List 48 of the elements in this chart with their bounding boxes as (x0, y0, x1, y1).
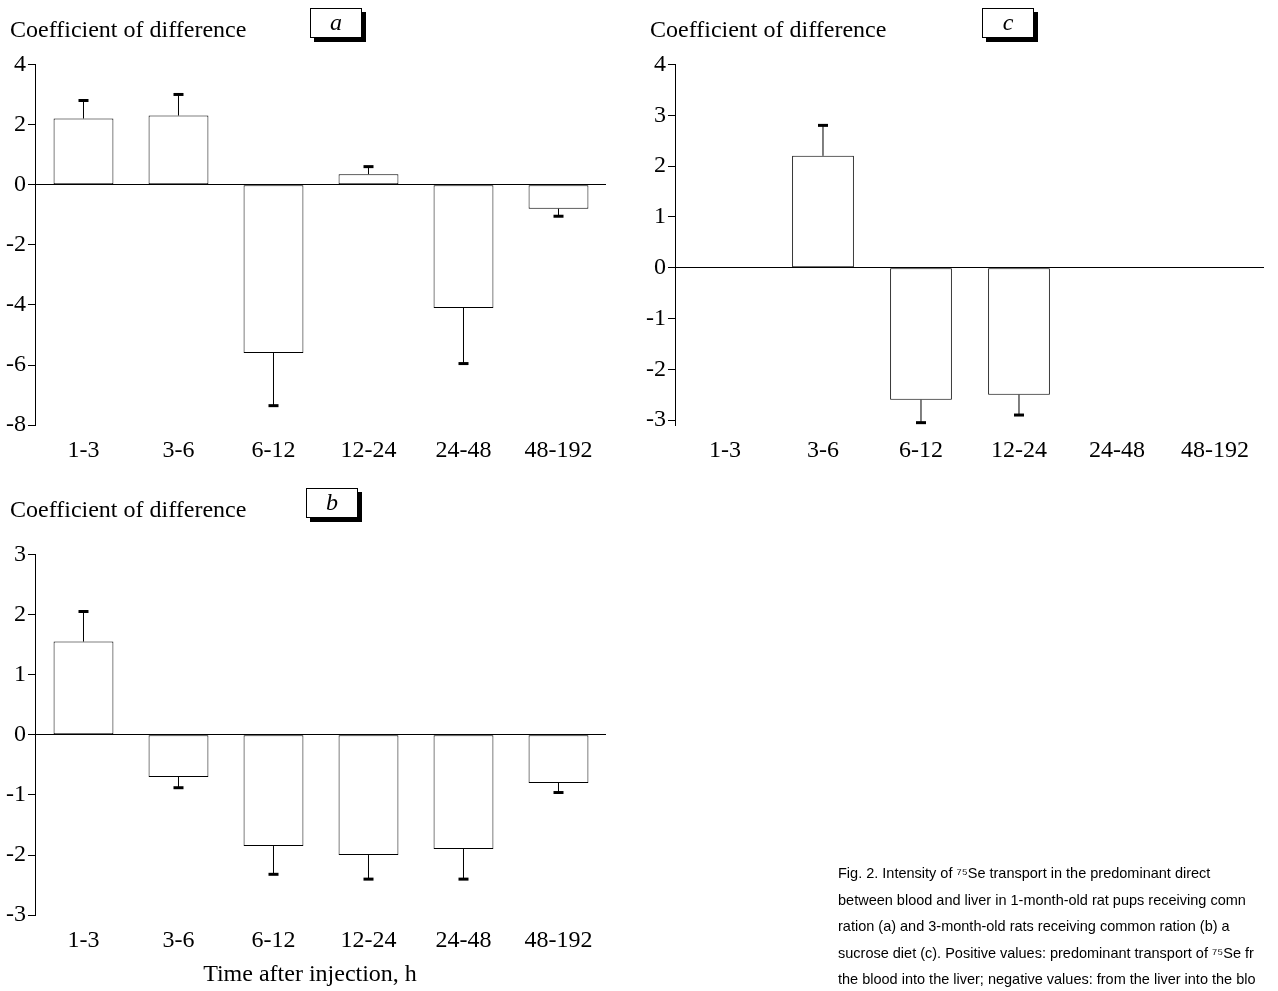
x-tick-label: 6-12 (899, 435, 943, 462)
y-tick-label: 2 (653, 151, 666, 178)
y-tick-label: -2 (645, 354, 666, 381)
y-axis-title: Coefficient of difference (10, 496, 247, 523)
y-tick-label: -3 (645, 405, 666, 432)
x-tick-label: 24-48 (1089, 435, 1145, 462)
x-tick-label: 1-3 (708, 435, 741, 462)
x-tick-label: 12-24 (991, 435, 1047, 462)
y-tick-label: 1 (653, 202, 666, 229)
y-tick-label: 0 (653, 252, 666, 279)
x-tick-label: 24-48 (435, 925, 492, 952)
chart-title: a (310, 8, 362, 38)
chart-title: b (306, 488, 358, 518)
y-tick-label: 2 (13, 109, 26, 136)
y-tick-label: 3 (13, 539, 26, 566)
x-tick-label: 48-192 (524, 435, 593, 462)
caption: Fig. 2. Intensity of ⁷⁵Se transport in the predominant direct between blood and liver in 1-month-old rat pups receiving comn ration (a) and 3-month-old rats receiving common ration (b) a sucrose diet (c). Positive values: predominant transport of ⁷⁵Se fr the blood into the liver; negative values: from the liver into the blo (838, 864, 1256, 989)
y-tick-label: 4 (653, 49, 666, 76)
y-tick-label: -1 (645, 303, 666, 330)
x-tick-label: 1-3 (67, 435, 100, 462)
x-tick-label: 24-48 (435, 435, 492, 462)
y-tick-label: 0 (13, 169, 26, 196)
y-tick-label: 2 (13, 599, 26, 626)
y-tick-label: 1 (13, 659, 26, 686)
y-tick-label: -8 (5, 410, 26, 437)
x-tick-label: 3-6 (162, 435, 195, 462)
y-axis-title: Coefficient of difference (650, 16, 887, 43)
y-tick-label: 4 (13, 49, 26, 76)
x-tick-label: 6-12 (251, 435, 296, 462)
y-tick-label: -2 (5, 230, 26, 257)
y-tick-label: 0 (13, 720, 26, 747)
x-tick-label: 3-6 (162, 925, 195, 952)
x-axis-title: Time after injection, h (202, 960, 418, 987)
x-tick-label: 48-192 (524, 925, 593, 952)
x-tick-label: 12-24 (340, 435, 397, 462)
y-tick-label: -1 (5, 780, 26, 807)
y-tick-label: -3 (5, 900, 26, 927)
x-tick-label: 1-3 (67, 925, 100, 952)
y-tick-label: -6 (5, 350, 26, 377)
x-tick-label: 6-12 (251, 925, 296, 952)
y-axis-title: Coefficient of difference (10, 16, 247, 43)
y-tick-label: 3 (653, 100, 666, 127)
x-tick-label: 48-192 (1181, 435, 1249, 462)
x-tick-label: 3-6 (806, 435, 839, 462)
chart-title: c (982, 8, 1034, 38)
x-tick-label: 12-24 (340, 925, 397, 952)
y-tick-label: -4 (5, 290, 26, 317)
y-tick-label: -2 (5, 840, 26, 867)
